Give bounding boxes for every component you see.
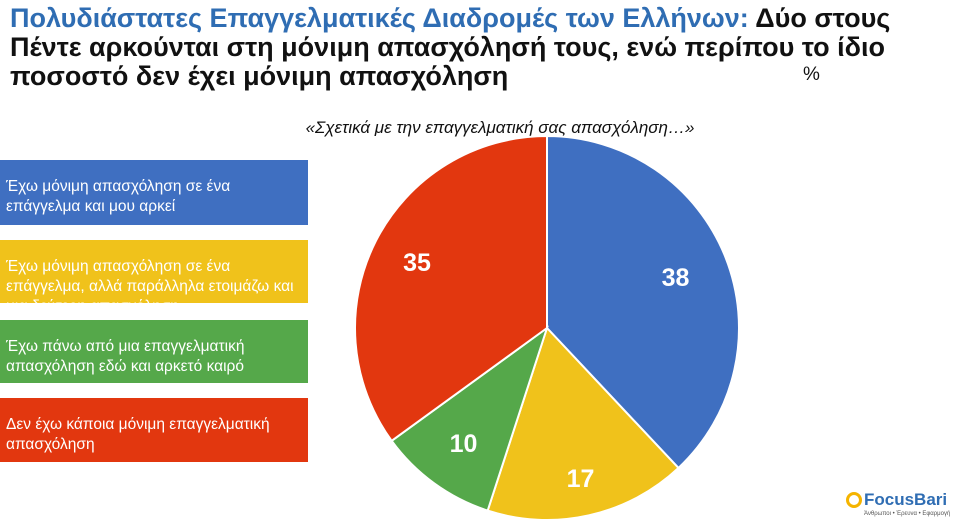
title-rest-line1: Δύο στους <box>748 3 891 33</box>
legend-label: Έχω πάνω από μια επαγγελματική απασχόλησ… <box>6 338 245 375</box>
unit-label: % <box>803 64 820 85</box>
slice-no-permanent <box>354 134 548 443</box>
data-label: 38 <box>662 264 690 292</box>
slice-permanent-enough <box>546 134 740 470</box>
legend-label: Έχω μόνιμη απασχόληση σε ένα επάγγελμα, … <box>6 258 294 315</box>
title-line3: ποσοστό δεν έχει μόνιμη απασχόληση <box>10 61 509 91</box>
logo-tagline: Άνθρωποι • Έρευνα • Εφαρμογή <box>864 511 951 517</box>
legend-item-no-permanent: Δεν έχω κάποια μόνιμη επαγγελματική απασ… <box>0 398 308 462</box>
page-title: Πολυδιάστατες Επαγγελματικές Διαδρομές τ… <box>10 4 910 91</box>
slice-permanent-plus-second <box>486 326 680 521</box>
legend-item-permanent-plus-second: Έχω μόνιμη απασχόληση σε ένα επάγγελμα, … <box>0 240 308 315</box>
legend-label: Δεν έχω κάποια μόνιμη επαγγελματική απασ… <box>6 416 270 453</box>
chart-title: «Σχετικά με την επαγγελματική σας απασχό… <box>305 118 695 137</box>
magnifier-icon <box>846 492 862 508</box>
slice-multiple-jobs <box>390 325 549 512</box>
data-label: 10 <box>450 430 478 458</box>
title-highlight: Πολυδιάστατες Επαγγελματικές Διαδρομές τ… <box>10 3 749 33</box>
data-label: 35 <box>403 249 431 277</box>
legend-item-multiple-jobs: Έχω πάνω από μια επαγγελματική απασχόλησ… <box>0 320 308 383</box>
legend-label: Έχω μόνιμη απασχόληση σε ένα επάγγελμα κ… <box>6 178 231 215</box>
logo-name: FocusBari <box>864 490 948 509</box>
legend-item-permanent-enough: Έχω μόνιμη απασχόληση σε ένα επάγγελμα κ… <box>0 160 308 225</box>
focusbari-logo: FocusBari Άνθρωποι • Έρευνα • Εφαρμογή <box>846 490 960 524</box>
data-label: 17 <box>567 465 595 493</box>
title-line2: Πέντε αρκούνται στη μόνιμη απασχόλησή το… <box>10 32 885 62</box>
